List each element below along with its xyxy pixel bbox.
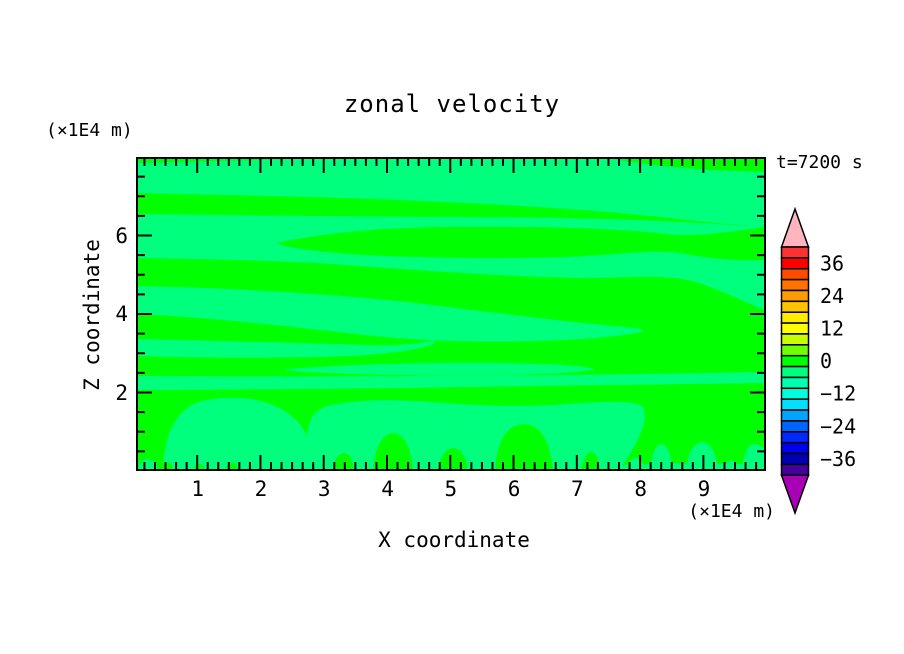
colorbar-tick-label: 12 — [820, 317, 844, 341]
colorbar-segment — [780, 452, 810, 466]
colorbar-segment — [780, 311, 810, 324]
colorbar-segment — [780, 278, 810, 292]
colorbar-segment — [780, 420, 810, 433]
y-tick-label: 4 — [115, 302, 128, 326]
plot-title: zonal velocity — [343, 90, 561, 118]
x-axis-title: X coordinate — [378, 528, 530, 552]
contour-fill-layer — [136, 157, 766, 471]
colorbar-tick-label: 0 — [820, 349, 832, 373]
y-tick-label: 6 — [115, 223, 128, 248]
colorbar-segment — [780, 387, 810, 400]
x-axis-unit: (×1E4 m) — [688, 501, 775, 522]
x-tick-label: 9 — [697, 477, 711, 501]
plot-frame — [136, 157, 766, 471]
x-tick-label: 1 — [191, 477, 205, 501]
colorbar-segments — [780, 246, 810, 477]
x-tick-label: 2 — [254, 477, 268, 501]
x-tick-label: 5 — [444, 477, 458, 501]
colorbar-segment — [780, 398, 810, 411]
colorbar-segment — [780, 289, 810, 303]
colorbar-segment — [780, 376, 810, 390]
colorbar-bottom-arrow — [780, 474, 810, 516]
colorbar-segment — [780, 344, 810, 357]
colorbar-segment — [780, 333, 810, 346]
colorbar-segment — [780, 365, 810, 379]
colorbar-tick-label: −12 — [820, 382, 856, 406]
colorbar-segment — [780, 409, 810, 422]
axis-tick-marks — [138, 159, 764, 469]
colorbar-segment — [780, 354, 810, 368]
y-axis-unit: (×1E4 m) — [46, 120, 133, 141]
colorbar-tick-label: −24 — [820, 414, 856, 438]
colorbar-tick-label: 36 — [820, 251, 844, 275]
colorbar-segment — [780, 300, 810, 313]
colorbar-segment — [780, 322, 810, 335]
x-tick-label: 3 — [317, 477, 331, 501]
contour-plot-area — [136, 157, 766, 471]
y-tick-label: 2 — [115, 380, 128, 405]
x-tick-label: 6 — [507, 477, 521, 501]
colorbar-labels: 36 24 12 0 −12 −24 −36 — [820, 251, 856, 471]
x-tick-label: 8 — [634, 477, 647, 501]
x-tick-label: 7 — [571, 477, 584, 501]
colorbar-segment — [780, 267, 810, 281]
colorbar-segment — [780, 257, 810, 270]
colorbar-segment — [780, 431, 810, 444]
x-tick-label: 4 — [381, 477, 394, 501]
time-annotation: t=7200 s — [776, 152, 863, 173]
colorbar-segment — [780, 441, 810, 455]
colorbar: 36 24 12 0 −12 −24 −36 — [780, 206, 856, 516]
colorbar-tick-label: 24 — [820, 284, 844, 308]
colorbar-tick-label: −36 — [820, 447, 856, 471]
colorbar-segment — [780, 246, 810, 259]
colorbar-top-arrow — [780, 206, 810, 248]
colorbar-segment — [780, 463, 810, 477]
